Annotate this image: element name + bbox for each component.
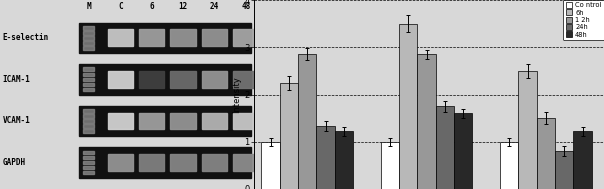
Text: 6: 6 <box>149 2 154 11</box>
Bar <box>83 151 94 154</box>
Bar <box>83 166 94 169</box>
Bar <box>139 154 164 171</box>
Bar <box>83 41 94 45</box>
Bar <box>202 113 227 129</box>
Bar <box>83 83 94 86</box>
Text: M: M <box>86 2 91 11</box>
Bar <box>233 113 259 129</box>
Text: 48: 48 <box>242 2 251 11</box>
Bar <box>83 88 94 91</box>
Text: VCAM-1: VCAM-1 <box>2 116 30 125</box>
Bar <box>298 54 316 189</box>
Bar <box>83 114 94 118</box>
Text: E-selectin: E-selectin <box>2 33 49 42</box>
Bar <box>280 83 298 189</box>
Bar <box>108 113 133 129</box>
Bar <box>83 156 94 159</box>
Bar <box>108 71 133 88</box>
Bar <box>170 113 196 129</box>
Bar <box>83 161 94 164</box>
Bar <box>316 126 335 189</box>
Bar <box>233 154 259 171</box>
Bar <box>83 119 94 123</box>
Bar <box>139 113 164 129</box>
Bar <box>83 36 94 40</box>
Bar <box>202 71 227 88</box>
Bar <box>417 54 435 189</box>
Bar <box>233 29 259 46</box>
Bar <box>83 73 94 76</box>
Bar <box>518 71 537 189</box>
Bar <box>83 171 94 174</box>
Bar <box>170 71 196 88</box>
Bar <box>139 29 164 46</box>
Y-axis label: Intensity: Intensity <box>233 76 242 113</box>
Text: ICAM-1: ICAM-1 <box>2 75 30 84</box>
Bar <box>381 142 399 189</box>
Bar <box>83 46 94 50</box>
Bar <box>435 106 454 189</box>
Bar <box>537 118 555 189</box>
Bar <box>83 109 94 113</box>
Bar <box>233 71 259 88</box>
Bar <box>139 71 164 88</box>
Text: (h): (h) <box>257 5 270 11</box>
Bar <box>170 29 196 46</box>
Bar <box>79 106 251 136</box>
Bar <box>108 29 133 46</box>
Bar <box>454 113 472 189</box>
Bar <box>555 151 573 189</box>
Bar <box>108 154 133 171</box>
Bar <box>83 31 94 35</box>
Text: C: C <box>118 2 123 11</box>
Legend: Co ntrol, 6h, 1 2h, 24h, 48h: Co ntrol, 6h, 1 2h, 24h, 48h <box>563 0 604 40</box>
Bar <box>83 124 94 128</box>
Text: 12: 12 <box>179 2 188 11</box>
Bar <box>170 154 196 171</box>
Bar <box>79 147 251 178</box>
Bar <box>83 129 94 133</box>
Text: 24: 24 <box>210 2 219 11</box>
Bar <box>202 29 227 46</box>
Bar <box>79 23 251 53</box>
Bar <box>83 26 94 29</box>
Bar <box>335 131 353 189</box>
Bar <box>83 77 94 81</box>
Bar <box>202 154 227 171</box>
Bar <box>399 24 417 189</box>
Bar <box>83 67 94 71</box>
Bar <box>573 131 592 189</box>
Bar <box>500 142 518 189</box>
Bar <box>79 64 251 94</box>
Bar <box>262 142 280 189</box>
Text: GAPDH: GAPDH <box>2 158 25 167</box>
